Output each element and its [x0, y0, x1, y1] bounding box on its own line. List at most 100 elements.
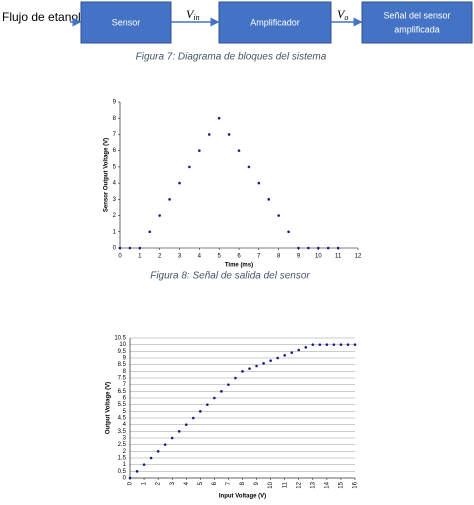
- marker: [234, 376, 237, 380]
- marker: [283, 354, 286, 357]
- marker: [158, 214, 161, 217]
- y-tick-label: 7: [113, 132, 117, 138]
- y-tick-label: 5: [113, 164, 117, 170]
- x-tick-label: 9: [297, 254, 301, 260]
- y-tick-label: 2.5: [118, 442, 127, 448]
- x-tick-label: 8: [240, 481, 246, 485]
- x-axis-label: Time (ms): [225, 263, 253, 269]
- marker: [290, 351, 294, 354]
- x-tick-label: 7: [257, 254, 261, 260]
- marker: [304, 346, 308, 349]
- y-tick-label: 5.5: [118, 402, 127, 408]
- marker: [318, 343, 322, 346]
- marker: [241, 370, 244, 373]
- x-tick-label: 9: [254, 481, 260, 485]
- y-tick-label: 7.5: [118, 376, 127, 382]
- x-tick-label: 14: [324, 481, 330, 488]
- marker: [332, 343, 336, 346]
- y-tick-label: 3: [123, 436, 127, 442]
- y-tick-label: 4: [113, 181, 117, 187]
- marker: [199, 410, 202, 413]
- marker: [297, 246, 300, 250]
- x-tick-label: 5: [198, 481, 204, 485]
- edge-label: Vin: [186, 7, 200, 22]
- block-label: Señal del sensor: [383, 10, 450, 20]
- marker: [277, 214, 280, 217]
- x-tick-label: 1: [138, 254, 142, 260]
- x-tick-label: 11: [335, 254, 342, 260]
- marker: [177, 430, 181, 433]
- y-tick-label: 3.5: [118, 429, 127, 435]
- marker: [148, 230, 152, 234]
- marker: [163, 443, 167, 446]
- marker: [227, 383, 230, 386]
- subscript: o: [344, 13, 348, 22]
- y-tick-label: 10: [119, 342, 126, 348]
- marker: [307, 246, 310, 250]
- x-tick-label: 8: [277, 254, 281, 260]
- block-label: Amplificador: [250, 17, 300, 27]
- y-tick-label: 3: [113, 197, 117, 203]
- x-tick-label: 2: [156, 481, 162, 485]
- marker: [326, 246, 330, 250]
- symbol: V: [337, 7, 346, 21]
- marker: [248, 367, 251, 370]
- input-label: Flujo de etanol: [2, 10, 81, 24]
- marker: [156, 450, 160, 453]
- marker: [217, 116, 221, 120]
- y-tick-label: 9: [123, 356, 127, 362]
- y-tick-label: 8: [113, 116, 117, 122]
- y-tick-label: 4: [123, 422, 127, 428]
- marker: [247, 165, 251, 169]
- y-tick-label: 2: [113, 213, 117, 219]
- marker: [184, 423, 188, 426]
- marker: [255, 364, 258, 368]
- marker: [142, 463, 146, 466]
- subscript: in: [193, 13, 199, 22]
- marker: [207, 133, 211, 136]
- marker: [276, 356, 279, 360]
- marker: [170, 436, 174, 440]
- marker: [317, 246, 320, 250]
- caption: Figura 8: Señal de salida del sensor: [150, 271, 310, 282]
- x-tick-label: 11: [282, 481, 288, 488]
- y-tick-label: 0.5: [118, 469, 127, 475]
- marker: [325, 343, 329, 346]
- y-tick-label: 10.5: [114, 336, 126, 342]
- x-tick-label: 3: [170, 481, 176, 485]
- y-tick-label: 9.5: [118, 349, 127, 355]
- marker: [237, 149, 241, 152]
- x-tick-label: 0: [118, 254, 122, 260]
- y-tick-label: 1: [113, 229, 117, 235]
- y-tick-label: 9: [113, 100, 117, 106]
- x-tick-label: 15: [339, 481, 345, 488]
- symbol: V: [186, 7, 195, 21]
- marker: [267, 198, 271, 201]
- marker: [198, 149, 201, 152]
- marker: [191, 416, 195, 420]
- block-label: Sensor: [112, 17, 141, 27]
- marker: [346, 343, 350, 346]
- y-tick-label: 6: [113, 148, 117, 154]
- x-tick-label: 10: [268, 481, 274, 488]
- marker: [118, 246, 122, 250]
- marker: [213, 396, 216, 400]
- x-tick-label: 12: [296, 481, 302, 488]
- x-axis-label: Input Voltage (V): [219, 494, 266, 500]
- y-tick-label: 7: [123, 382, 127, 388]
- x-tick-label: 1: [142, 481, 148, 485]
- marker: [287, 230, 290, 234]
- marker: [135, 470, 139, 473]
- block: [361, 1, 473, 44]
- x-tick-label: 4: [198, 254, 202, 260]
- x-tick-label: 6: [212, 481, 218, 485]
- x-tick-label: 12: [355, 254, 362, 260]
- x-tick-label: 3: [178, 254, 182, 260]
- y-tick-label: 0: [113, 246, 117, 252]
- marker: [149, 456, 153, 460]
- marker: [128, 246, 132, 250]
- x-tick-label: 4: [184, 481, 190, 485]
- marker: [188, 165, 191, 169]
